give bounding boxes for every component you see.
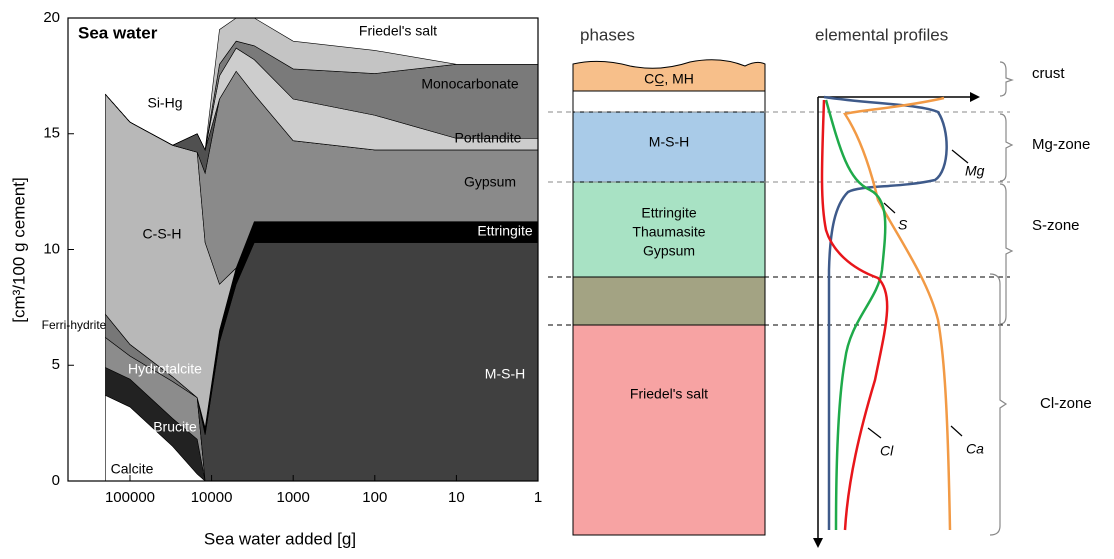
profile-label: Cl: [880, 443, 894, 459]
series-label: Monocarbonate: [421, 76, 519, 92]
y-tick-label: 0: [52, 472, 60, 489]
pointers: [867, 149, 969, 439]
phase-label: Thaumasite: [632, 224, 705, 240]
series-label: C-S-H: [143, 226, 182, 242]
phase-label: Friedel's salt: [630, 386, 708, 402]
profile-label: Ca: [966, 441, 984, 457]
bracket: [999, 61, 1014, 97]
phase-label: CC̲, MH: [644, 71, 694, 87]
x-tick-label: 1: [534, 489, 542, 506]
zone-label: Cl-zone: [1040, 395, 1092, 412]
series-label: Si-Hg: [147, 95, 182, 111]
series-label: M-S-H: [485, 366, 525, 382]
arrow-head: [970, 92, 980, 102]
gap-layer: [572, 90, 766, 113]
x-tick-label: 100: [362, 489, 387, 506]
series-label: Ettringite: [477, 223, 532, 239]
bracket: [999, 183, 1014, 325]
x-tick-label: 10000: [191, 489, 233, 506]
series-label: Gypsum: [464, 174, 516, 190]
chart-title: Sea water: [78, 23, 158, 42]
arrow-head: [813, 538, 823, 548]
pointer: [867, 427, 882, 439]
series-label: Brucite: [153, 419, 197, 435]
phases-title: phases: [580, 25, 635, 44]
series-label: Friedel's salt: [359, 23, 437, 39]
x-axis-label: Sea water added [g]: [204, 529, 356, 548]
zone-label: Mg-zone: [1032, 136, 1090, 153]
mixed-layer: [572, 276, 766, 326]
zone-label: S-zone: [1032, 217, 1080, 234]
phase-label: M-S-H: [649, 134, 689, 150]
pointer: [883, 202, 896, 214]
pointer: [950, 425, 963, 437]
bracket: [999, 113, 1014, 182]
pointer: [951, 149, 969, 164]
y-tick-label: 5: [52, 356, 60, 373]
profiles-title: elemental profiles: [815, 25, 948, 44]
series-label: Hydrotalcite: [128, 361, 202, 377]
series-label: Portlandite: [455, 130, 522, 146]
plot: [105, 17, 539, 482]
y-axis-label: [cm³/100 g cement]: [9, 177, 28, 323]
series-label: Calcite: [111, 461, 154, 477]
x-tick-label: 1000: [277, 489, 310, 506]
series-label: Ferri-hydrite: [42, 318, 107, 332]
crust-layer: [572, 59, 766, 92]
y-tick-label: 15: [43, 125, 60, 142]
y-tick-label: 10: [43, 240, 60, 257]
profile-label: S: [898, 217, 908, 233]
phase-label: Ettringite: [641, 205, 696, 221]
zone-lines: [548, 111, 1010, 326]
area: [105, 17, 538, 152]
x-tick-label: 10: [448, 489, 465, 506]
s-profile: [824, 99, 887, 531]
zone-label: crust: [1032, 65, 1065, 82]
x-tick-label: 100000: [105, 489, 155, 506]
cl-profile: [820, 99, 889, 531]
y-tick-label: 20: [43, 9, 60, 26]
profile-label: Mg: [965, 163, 985, 179]
brackets: [989, 61, 1014, 536]
ca-profile: [843, 96, 952, 531]
phase-label: Gypsum: [643, 243, 695, 259]
chloride-layer: [572, 324, 766, 536]
mg-profile: [823, 95, 948, 530]
bracket: [989, 273, 1008, 536]
